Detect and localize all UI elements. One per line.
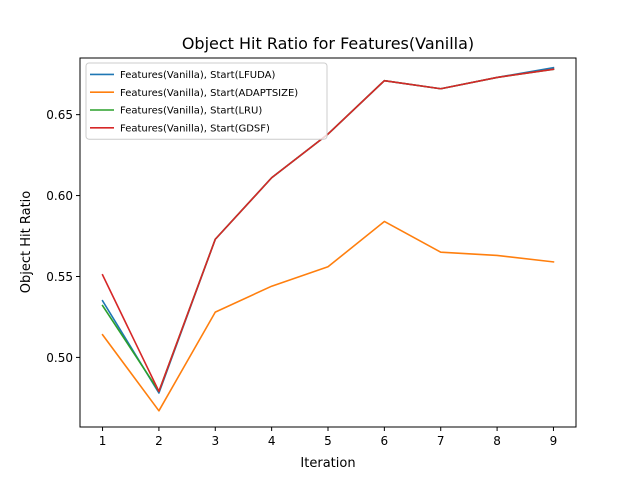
- series-line-2: [101, 220, 555, 412]
- chart-title: Object Hit Ratio for Features(Vanilla): [182, 34, 474, 53]
- x-tick-label: 9: [550, 434, 558, 448]
- legend-label-2: Features(Vanilla), Start(ADAPTSIZE): [120, 88, 298, 99]
- x-tick-label: 4: [268, 434, 276, 448]
- legend-label-1: Features(Vanilla), Start(LFUDA): [120, 70, 275, 81]
- x-tick-label: 2: [155, 434, 163, 448]
- series-layer: [101, 66, 555, 412]
- x-tick-label: 1: [99, 434, 107, 448]
- x-tick-label: 5: [324, 434, 332, 448]
- y-tick-label: 0.50: [46, 351, 73, 365]
- x-tick-label: 6: [381, 434, 389, 448]
- axes-layer: 1 2 3 4 5 6 7 8 9 0.50 0.55 0.60 0.65: [46, 57, 577, 448]
- x-tick-label: 8: [493, 434, 501, 448]
- legend-box: [85, 62, 328, 140]
- x-tick-label: 3: [211, 434, 219, 448]
- y-tick-label: 0.60: [46, 189, 73, 203]
- legend-label-3: Features(Vanilla), Start(LRU): [120, 106, 262, 117]
- series-line-4: [101, 68, 555, 393]
- legend: Features(Vanilla), Start(LFUDA) Features(…: [85, 62, 328, 140]
- x-axis-label: Iteration: [300, 456, 355, 471]
- y-tick-label: 0.55: [46, 270, 73, 284]
- x-tick-label: 7: [437, 434, 445, 448]
- legend-label-4: Features(Vanilla), Start(GDSF): [120, 123, 270, 134]
- y-tick-label: 0.65: [46, 108, 73, 122]
- y-axis-label: Object Hit Ratio: [19, 191, 34, 294]
